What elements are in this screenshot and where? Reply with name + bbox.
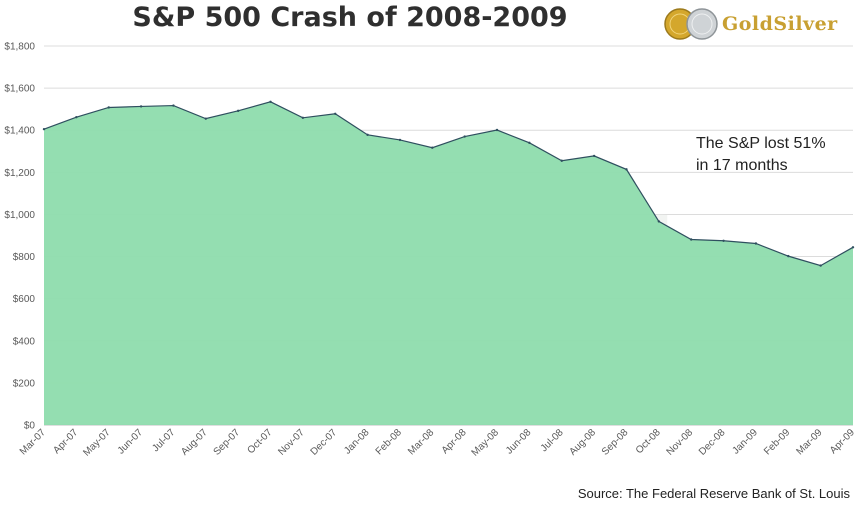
x-tick-label: Apr-07 bbox=[51, 427, 80, 456]
data-point bbox=[690, 238, 693, 241]
data-point bbox=[463, 135, 466, 138]
x-tick-label: May-08 bbox=[470, 427, 502, 459]
data-point bbox=[42, 127, 46, 131]
x-tick-label: Aug-08 bbox=[568, 427, 599, 458]
data-point bbox=[819, 264, 822, 267]
data-point bbox=[301, 116, 305, 119]
annotation-line-2: in 17 months bbox=[696, 157, 788, 174]
x-tick-label: Nov-08 bbox=[665, 427, 696, 458]
logo-text: GoldSilver bbox=[722, 13, 838, 35]
x-tick-label: Sep-07 bbox=[212, 427, 243, 458]
area-series bbox=[42, 100, 855, 425]
data-point bbox=[236, 109, 240, 113]
x-tick-label: Oct-08 bbox=[634, 427, 663, 456]
x-tick-label: Jun-07 bbox=[116, 427, 146, 457]
y-tick-label: $1,000 bbox=[4, 210, 35, 221]
x-tick-label: Feb-09 bbox=[762, 427, 792, 457]
x-tick-label: Dec-08 bbox=[697, 427, 728, 458]
x-tick-label: Aug-07 bbox=[179, 427, 210, 458]
data-point bbox=[431, 146, 434, 149]
x-tick-label: Mar-08 bbox=[406, 427, 436, 457]
annotation-line-1: The S&P lost 51% bbox=[696, 135, 826, 152]
x-tick-label: Jan-08 bbox=[342, 427, 372, 457]
y-tick-label: $1,600 bbox=[4, 84, 35, 95]
x-tick-label: Sep-08 bbox=[600, 427, 631, 458]
data-point bbox=[528, 141, 531, 145]
data-point bbox=[204, 117, 207, 120]
x-tick-label: Nov-07 bbox=[276, 427, 307, 458]
y-tick-label: $0 bbox=[24, 421, 36, 432]
y-tick-label: $600 bbox=[13, 294, 36, 305]
data-point bbox=[625, 168, 628, 171]
data-point bbox=[787, 254, 790, 258]
data-point bbox=[366, 133, 369, 137]
coins-icon bbox=[664, 8, 718, 40]
x-tick-label: Jun-08 bbox=[504, 427, 534, 457]
x-tick-label: Feb-08 bbox=[374, 427, 404, 457]
data-point bbox=[398, 138, 402, 142]
data-point bbox=[722, 239, 725, 242]
x-tick-label: Dec-07 bbox=[309, 427, 340, 458]
brand-logo: GoldSilver bbox=[660, 6, 856, 42]
annotation: The S&P lost 51% in 17 months bbox=[696, 135, 826, 174]
y-tick-label: $400 bbox=[13, 336, 36, 347]
data-point bbox=[75, 115, 78, 119]
x-tick-label: May-07 bbox=[81, 427, 113, 459]
data-point bbox=[107, 106, 110, 109]
y-tick-label: $1,800 bbox=[4, 42, 35, 53]
data-point bbox=[139, 105, 143, 108]
data-point bbox=[560, 159, 563, 162]
x-tick-label: Jan-09 bbox=[731, 427, 761, 457]
data-point bbox=[851, 246, 855, 249]
data-point bbox=[754, 242, 758, 245]
y-axis-ticks: $0 $200 $400 $600 $800 $1,000 $1,200 $1,400 $1,6… bbox=[4, 42, 35, 432]
y-tick-label: $1,200 bbox=[4, 168, 35, 179]
data-point bbox=[172, 104, 175, 107]
area-line bbox=[43, 101, 854, 267]
data-point bbox=[592, 154, 596, 158]
data-point bbox=[269, 100, 272, 103]
y-tick-label: $800 bbox=[13, 252, 36, 263]
x-tick-label: Jul-08 bbox=[539, 427, 566, 454]
x-axis-ticks: Mar-07 Apr-07 May-07 Jun-07 Jul-07 Aug-07 Sep-… bbox=[18, 427, 857, 459]
chart-title: S&P 500 Crash of 2008-2009 bbox=[132, 2, 568, 33]
x-tick-label: Mar-09 bbox=[794, 427, 824, 457]
x-tick-label: Oct-07 bbox=[246, 427, 275, 456]
data-point bbox=[495, 128, 499, 132]
x-tick-label: Apr-09 bbox=[828, 427, 857, 456]
y-tick-label: $1,400 bbox=[4, 126, 35, 137]
x-tick-label: Apr-08 bbox=[440, 427, 469, 456]
x-tick-label: Jul-07 bbox=[150, 427, 177, 454]
area-fill bbox=[44, 101, 853, 425]
y-tick-label: $200 bbox=[13, 378, 36, 389]
data-point bbox=[657, 220, 661, 223]
source-note: Source: The Federal Reserve Bank of St. … bbox=[577, 486, 850, 501]
data-point bbox=[334, 112, 337, 115]
